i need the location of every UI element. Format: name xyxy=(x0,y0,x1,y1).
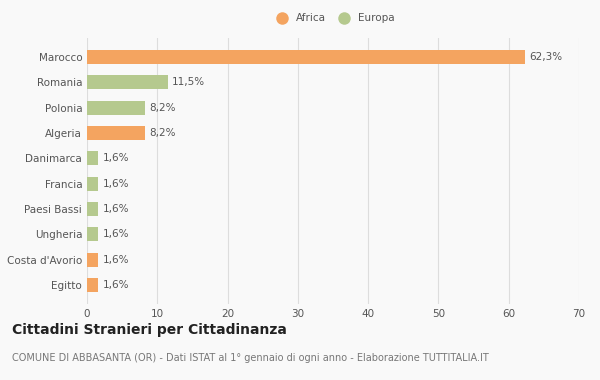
Bar xyxy=(87,75,168,89)
Bar xyxy=(87,151,98,165)
Bar xyxy=(87,101,145,115)
Bar xyxy=(87,253,98,267)
Text: 1,6%: 1,6% xyxy=(103,255,129,264)
Text: 1,6%: 1,6% xyxy=(103,154,129,163)
Text: 8,2%: 8,2% xyxy=(149,128,175,138)
Text: COMUNE DI ABBASANTA (OR) - Dati ISTAT al 1° gennaio di ogni anno - Elaborazione : COMUNE DI ABBASANTA (OR) - Dati ISTAT al… xyxy=(12,353,489,363)
Legend: Africa, Europa: Africa, Europa xyxy=(268,9,398,27)
Text: 1,6%: 1,6% xyxy=(103,280,129,290)
Text: 1,6%: 1,6% xyxy=(103,179,129,188)
Bar xyxy=(87,227,98,241)
Text: 1,6%: 1,6% xyxy=(103,229,129,239)
Bar xyxy=(87,126,145,140)
Text: 1,6%: 1,6% xyxy=(103,204,129,214)
Bar xyxy=(87,177,98,191)
Text: Cittadini Stranieri per Cittadinanza: Cittadini Stranieri per Cittadinanza xyxy=(12,323,287,337)
Bar xyxy=(87,202,98,216)
Bar xyxy=(87,50,525,64)
Bar xyxy=(87,278,98,292)
Text: 11,5%: 11,5% xyxy=(172,78,205,87)
Text: 8,2%: 8,2% xyxy=(149,103,175,113)
Text: 62,3%: 62,3% xyxy=(529,52,562,62)
